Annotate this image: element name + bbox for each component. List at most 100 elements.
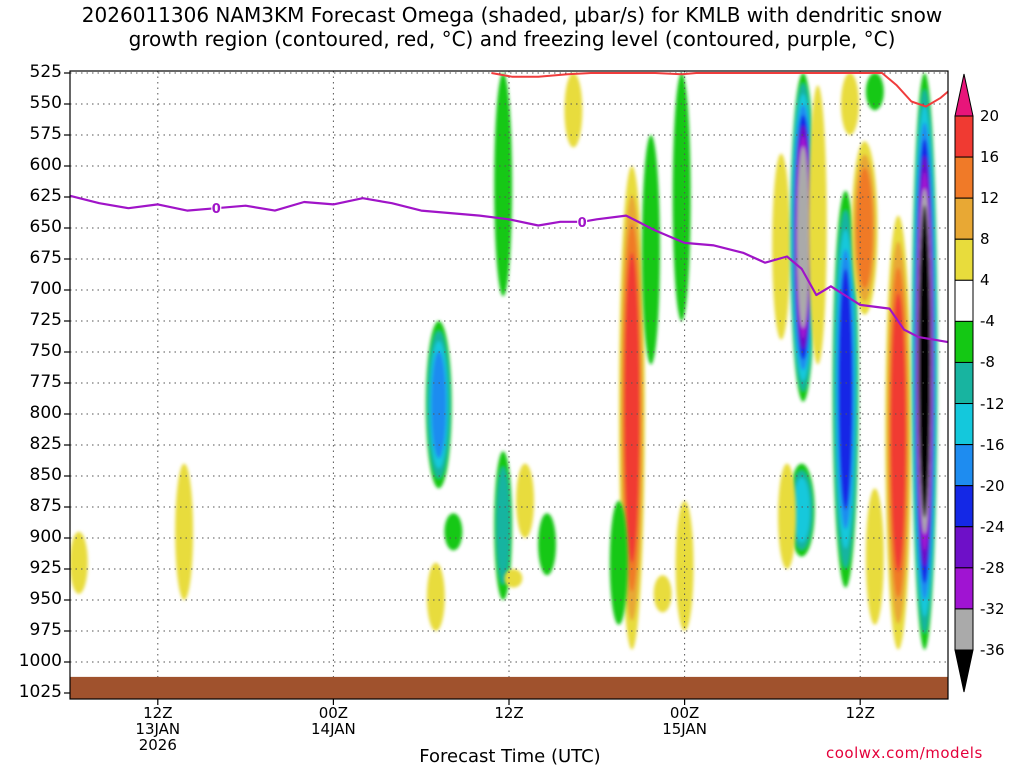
omega-level-down-15jan-10z-4 <box>838 268 853 510</box>
colorbar-bottom-arrow <box>954 649 974 693</box>
omega-level-down-14jan-mid-3 <box>431 351 447 459</box>
colorbar-label-7: -12 <box>980 394 1005 413</box>
freezing-level-label-1: 0 <box>578 216 587 231</box>
omega-feature-up-13jan-12z <box>175 463 194 600</box>
omega-shading <box>70 73 938 650</box>
omega-level-down-15jan-06z-low-2 <box>793 477 810 543</box>
omega-feature-up-14jan-tiny <box>504 569 523 588</box>
omega-feature-up-15jan-14z-low <box>865 488 884 625</box>
dgz-contour-line <box>491 72 948 108</box>
colorbar-bin-4 <box>954 238 974 281</box>
colorbar-label-13: -36 <box>980 641 1005 659</box>
omega-feature-down-14jan-dot <box>538 513 557 576</box>
y-tick-label-950: 950 <box>29 589 62 609</box>
colorbar-bin-1 <box>954 115 974 158</box>
colorbar-label-4: 4 <box>980 271 990 290</box>
colorbar-label-9: -20 <box>980 476 1005 495</box>
freezing-label-bg-0 <box>211 200 222 216</box>
omega-level-dot-14jan-0 <box>444 513 463 551</box>
y-tick-label-925: 925 <box>29 558 62 578</box>
y-tick-label-650: 650 <box>29 217 62 237</box>
omega-feature-up-15jan-band <box>618 165 645 650</box>
omega-level-up-14jan-upper-0 <box>564 73 583 148</box>
freezing-level-line <box>69 194 949 344</box>
omega-feature-up-15jan-14z <box>885 215 912 650</box>
colorbar-bin-5 <box>954 279 974 322</box>
omega-level-down-15jan-low-0 <box>609 500 628 625</box>
y-tick-label-675: 675 <box>29 248 62 268</box>
colorbar-label-1: 16 <box>980 148 1000 167</box>
colorbar-label-5: -4 <box>980 312 995 331</box>
y-tick-label-775: 775 <box>29 372 62 392</box>
chart-title-line-2: growth region (contoured, red, °C) and f… <box>128 27 896 51</box>
x-tick-label-6: 12Z 13JAN 2026 <box>135 704 181 754</box>
omega-level-down-15jan-16z-8 <box>918 205 931 518</box>
colorbar-label-2: 12 <box>980 189 1000 208</box>
omega-feature-down-14jan-upper <box>494 73 513 297</box>
omega-level-up-15jan-upper-0 <box>840 73 859 135</box>
omega-feature-down-15jan-upper2 <box>865 73 884 111</box>
omega-level-down-15jan-band-0 <box>641 135 660 365</box>
omega-feature-up-15jan-06z-low <box>778 463 797 569</box>
omega-level-up-15jan-tiny-0 <box>653 575 672 613</box>
omega-level-down-14jan-upper-0 <box>494 73 513 297</box>
y-tick-label-550: 550 <box>29 93 62 113</box>
colorbar-bin-3 <box>954 197 974 240</box>
colorbar-label-3: 8 <box>980 230 990 249</box>
y-tick-label-575: 575 <box>29 124 62 144</box>
site-credit[interactable]: coolwx.com/models <box>826 744 983 762</box>
colorbar-label-8: -16 <box>980 435 1005 454</box>
omega-feature-down-15jan-06z <box>790 73 817 402</box>
omega-feature-down-15jan-low <box>609 500 628 625</box>
omega-feature-up-15jan-06z <box>772 153 791 340</box>
y-tick-label-525: 525 <box>29 62 62 82</box>
omega-feature-up-15jan-tiny <box>653 575 672 613</box>
omega-level-up-14jan-low-0 <box>426 562 445 632</box>
omega-feature-dot-14jan <box>444 513 463 551</box>
omega-feature-up-15jan-low <box>675 500 694 631</box>
colorbar-label-11: -28 <box>980 558 1005 577</box>
freezing-label-bg-1 <box>577 213 588 229</box>
terrain-surface <box>70 676 948 699</box>
terrain-fill <box>70 676 948 699</box>
omega-feature-down-15jan-band <box>641 135 660 365</box>
chart-title-line-1: 2026011306 NAM3KM Forecast Omega (shaded… <box>81 3 943 27</box>
omega-level-up-15jan-06z-low-0 <box>778 463 797 569</box>
omega-level-up-13jan-early-0 <box>70 531 88 594</box>
omega-feature-up-14jan-upper <box>564 73 583 148</box>
omega-level-down-15jan-upper2-0 <box>865 73 884 111</box>
x-tick-label-18: 00Z 14JAN <box>311 704 356 738</box>
colorbar-bin-9 <box>954 444 974 487</box>
colorbar-bin-10 <box>954 485 974 528</box>
x-axis-title: Forecast Time (UTC) <box>419 746 601 767</box>
y-tick-label-1025: 1025 <box>18 682 62 702</box>
omega-feature-down-15jan-16z <box>911 73 938 650</box>
freezing-level-label-0: 0 <box>212 202 221 217</box>
y-tick-label-875: 875 <box>29 496 62 516</box>
colorbar <box>954 73 974 693</box>
x-tick-label-54: 12Z <box>845 704 875 722</box>
omega-level-up-14jan-small-0 <box>516 463 535 538</box>
y-tick-label-725: 725 <box>29 310 62 330</box>
y-tick-label-1000: 1000 <box>18 651 62 671</box>
omega-feature-up-13jan-early <box>70 531 88 594</box>
omega-level-down-14jan-low-1 <box>496 466 510 585</box>
y-tick-label-800: 800 <box>29 403 62 423</box>
omega-level-up-15jan-band-3 <box>624 252 640 563</box>
omega-level-up-15jan-14z-3 <box>890 293 906 572</box>
colorbar-bin-11 <box>954 526 974 569</box>
omega-feature-up-15jan-upper <box>840 73 859 135</box>
omega-level-up-15jan-06z-0 <box>772 153 791 340</box>
colorbar-bin-12 <box>954 567 974 610</box>
omega-level-up-15jan-12z-2 <box>856 167 873 289</box>
y-tick-label-700: 700 <box>29 279 62 299</box>
omega-level-up-13jan-12z-0 <box>175 463 194 600</box>
colorbar-bin-7 <box>954 361 974 405</box>
x-tick-label-30: 12Z <box>494 704 524 722</box>
x-tick-label-42: 00Z 15JAN <box>662 704 707 738</box>
omega-level-up-15jan-low-0 <box>675 500 694 631</box>
omega-regions <box>70 73 938 650</box>
omega-feature-down-14jan-mid <box>425 321 452 489</box>
colorbar-bin-2 <box>954 156 974 199</box>
